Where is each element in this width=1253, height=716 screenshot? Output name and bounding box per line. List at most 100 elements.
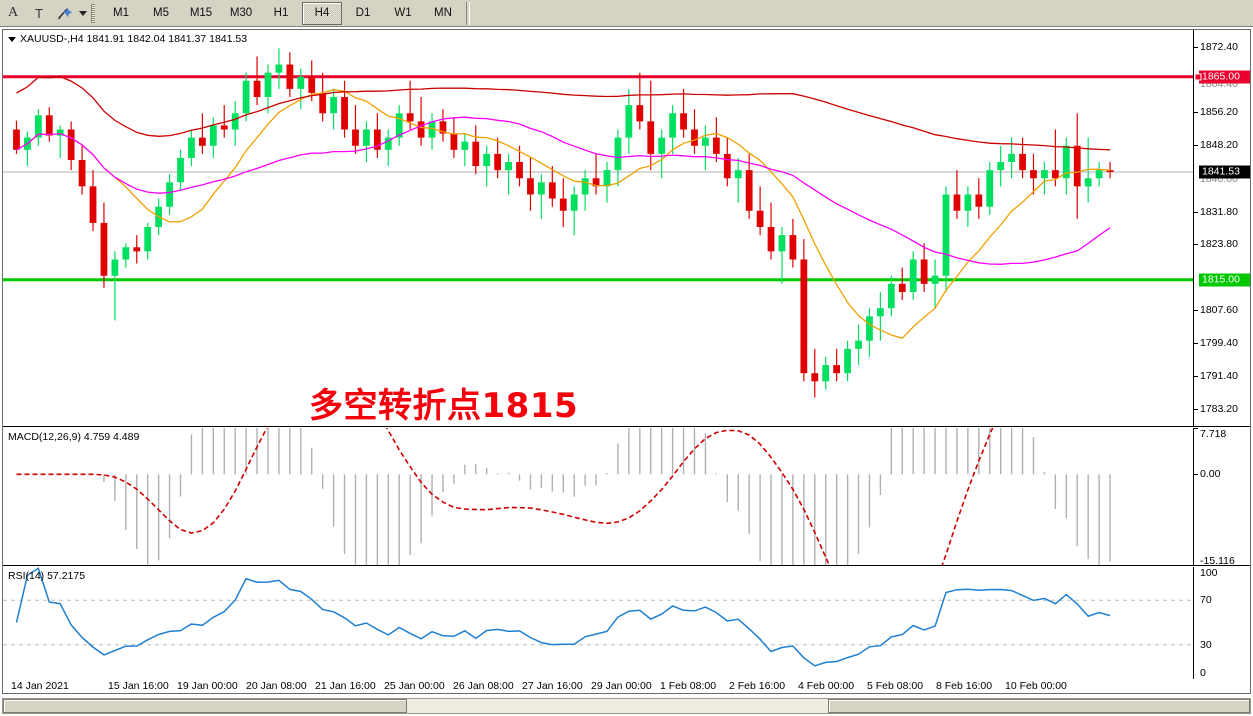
timeframe-w1[interactable]: W1 <box>394 7 412 19</box>
label-tool-button[interactable]: T <box>26 1 52 25</box>
time-axis-label: 8 Feb 16:00 <box>936 680 993 692</box>
rsi-pane-title: RSI(14) 57.2175 <box>8 570 86 582</box>
time-axis-label: 14 Jan 2021 <box>11 680 69 692</box>
candlestick <box>363 121 370 162</box>
time-axis-label: 25 Jan 00:00 <box>384 680 445 692</box>
time-axis-label: 19 Jan 00:00 <box>177 680 238 692</box>
candlestick <box>264 64 272 114</box>
timeframe-mn[interactable]: MN <box>434 7 452 19</box>
candlestick <box>712 117 720 162</box>
candlestick <box>778 226 786 284</box>
candlestick <box>756 186 764 236</box>
axis-tick <box>1194 309 1198 311</box>
candlestick <box>395 105 403 146</box>
candlestick <box>909 251 917 301</box>
candlestick <box>417 97 425 146</box>
candlestick <box>253 56 261 106</box>
candlestick <box>997 145 1005 187</box>
toolbar-grip[interactable] <box>91 3 95 23</box>
timeframe-h1[interactable]: H1 <box>273 7 289 19</box>
candlestick <box>625 88 633 154</box>
candlestick <box>548 166 556 207</box>
rsi-axis[interactable]: 100 70 30 0 <box>1193 567 1250 679</box>
crosshair-tool-button[interactable] <box>52 1 78 25</box>
triangle-down-icon[interactable] <box>8 36 16 42</box>
time-axis-label: 15 Jan 16:00 <box>108 680 169 692</box>
timeframe-m15[interactable]: M15 <box>189 7 213 19</box>
chart-annotation: 多空转折点1815 <box>309 386 579 426</box>
timeframe-group: M1 M5 M15 M30 H1 H4 D1 W1 MN <box>102 1 462 25</box>
axis-tick <box>1194 474 1198 476</box>
macd-pane[interactable]: MACD(12,26,9) 4.759 4.489 7.718 0.00 -15.1… <box>3 428 1250 567</box>
price-label-support[interactable]: 1815.00 <box>1199 273 1250 287</box>
time-axis-label: 26 Jan 08:00 <box>453 680 514 692</box>
price-axis-label: 1791.40 <box>1200 369 1238 382</box>
price-axis-label: 1856.20 <box>1200 106 1238 119</box>
candlestick <box>209 117 217 158</box>
price-pane[interactable]: 多空转折点1815 XAUUSD-,H4 1841.91 1842.04 184… <box>3 30 1250 427</box>
scrollbar-thumb-right[interactable] <box>827 699 1250 713</box>
candlestick <box>439 109 447 142</box>
candlestick <box>811 348 819 398</box>
timeframe-m1[interactable]: M1 <box>113 7 129 19</box>
candlestick <box>1041 162 1048 195</box>
candlestick <box>242 72 250 122</box>
candlestick <box>964 186 972 227</box>
price-plot-area[interactable]: 多空转折点1815 <box>3 30 1193 426</box>
price-label-current[interactable]: 1841.53 <box>1199 165 1250 179</box>
candlestick <box>581 170 589 211</box>
ma-orange-line <box>16 89 1111 340</box>
time-axis-label: 27 Jan 16:00 <box>522 680 583 692</box>
candlestick <box>122 243 130 268</box>
candlestick <box>866 308 873 357</box>
candlestick <box>450 117 458 158</box>
scrollbar-thumb-left[interactable] <box>3 699 407 713</box>
candlestick <box>111 251 119 321</box>
label-tool-icon: T <box>35 5 43 21</box>
timeframe-h4[interactable]: H4 <box>302 1 342 25</box>
price-label-resistance[interactable]: 1865.00 <box>1199 70 1250 84</box>
text-tool-button[interactable]: A <box>7 5 19 20</box>
candlestick <box>734 157 742 203</box>
candlestick <box>67 121 75 171</box>
candlestick <box>384 129 392 167</box>
macd-axis[interactable]: 7.718 0.00 -15.116 <box>1193 428 1250 567</box>
candlestick <box>745 153 753 219</box>
timeframe-d1[interactable]: D1 <box>355 7 371 19</box>
candlestick <box>1051 129 1059 187</box>
candlestick <box>833 348 841 382</box>
resistance-line-handle[interactable] <box>1194 73 1202 81</box>
rsi-line <box>15 567 1111 667</box>
toolbar-divider <box>466 1 470 25</box>
price-axis-label: 1783.20 <box>1200 402 1238 415</box>
price-pane-title[interactable]: XAUUSD-,H4 1841.91 1842.04 1841.37 1841.… <box>8 33 247 45</box>
rsi-pane[interactable]: RSI(14) 57.2175 100 70 30 0 <box>3 567 1250 679</box>
candlestick <box>1073 113 1081 219</box>
candlestick <box>24 131 31 167</box>
candlestick <box>297 68 305 110</box>
macd-signal-line <box>16 428 994 565</box>
price-axis[interactable]: 1872.40 1856.20 1848.20 1831.80 1823.80 1807.… <box>1193 30 1250 426</box>
timeframe-m5[interactable]: M5 <box>153 7 169 19</box>
rsi-plot-area[interactable] <box>3 567 1193 679</box>
candlestick <box>220 105 228 138</box>
time-axis-label: 4 Feb 00:00 <box>798 680 855 692</box>
candlestick <box>537 174 545 219</box>
axis-tick <box>1194 428 1198 429</box>
candlestick <box>767 202 775 260</box>
chevron-down-icon[interactable] <box>79 10 87 16</box>
macd-axis-label: 7.718 <box>1200 428 1227 440</box>
candlestick <box>352 105 359 154</box>
candlestick <box>559 178 567 227</box>
horizontal-scrollbar[interactable] <box>2 698 1251 714</box>
candlestick <box>723 137 731 187</box>
macd-axis-label: 0.00 <box>1200 468 1221 481</box>
axis-tick <box>1194 565 1198 566</box>
candlestick <box>953 170 961 219</box>
candlestick <box>942 186 950 292</box>
candlestick <box>330 88 337 130</box>
time-axis[interactable]: 14 Jan 2021 15 Jan 16:00 19 Jan 00:00 20 Ja… <box>3 680 1250 693</box>
macd-plot-area[interactable] <box>3 428 1193 565</box>
time-axis-label: 5 Feb 08:00 <box>867 680 924 692</box>
timeframe-m30[interactable]: M30 <box>229 7 253 19</box>
